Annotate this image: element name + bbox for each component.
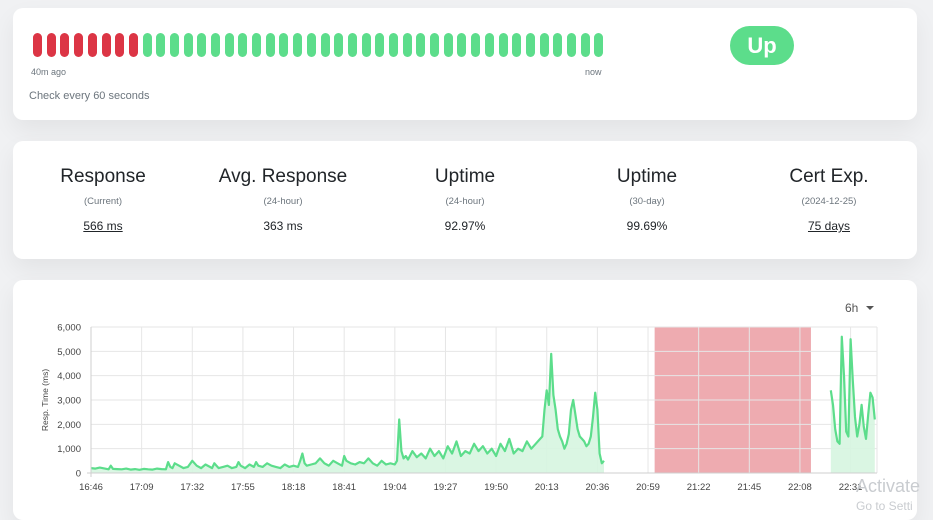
stat-subtitle: (30-day) xyxy=(629,196,665,207)
heartbeat-up[interactable] xyxy=(252,33,261,57)
x-tick-label: 17:09 xyxy=(130,482,154,493)
heartbeat-up[interactable] xyxy=(361,33,371,57)
heartbeat-up[interactable] xyxy=(525,33,535,57)
heartbeat-down[interactable] xyxy=(87,33,97,57)
y-tick-label: 1,000 xyxy=(57,444,81,455)
stat-value: 99.69% xyxy=(626,219,668,233)
heartbeat-down[interactable] xyxy=(60,33,70,57)
x-tick-label: 22:31 xyxy=(839,482,863,493)
x-tick-label: 20:13 xyxy=(535,482,559,493)
x-tick-label: 22:08 xyxy=(788,482,812,493)
x-tick-label: 18:18 xyxy=(282,482,306,493)
y-axis-label: Resp. Time (ms) xyxy=(40,369,50,432)
heartbeat-up[interactable] xyxy=(389,33,398,57)
y-tick-label: 6,000 xyxy=(57,323,81,334)
response-time-chart: 0 1,000 2,000 3,000 4,000 5,000 6,000 16:46 17:0… xyxy=(40,323,878,493)
heartbeat-down[interactable] xyxy=(46,33,56,57)
heartbeat-up[interactable] xyxy=(580,33,590,57)
stat-title: Uptime xyxy=(434,166,496,187)
heartbeat-up[interactable] xyxy=(238,33,248,57)
y-tick-label: 3,000 xyxy=(57,396,81,407)
heartbeat-up[interactable] xyxy=(156,33,166,57)
x-tick-label: 19:50 xyxy=(484,482,508,493)
heartbeat-label-start: 40m ago xyxy=(31,67,67,77)
stat-subtitle: (Current) xyxy=(83,196,122,207)
stat-title: Avg. Response xyxy=(218,166,348,187)
heartbeat-down[interactable] xyxy=(128,33,138,57)
y-tick-label: 2,000 xyxy=(57,420,81,431)
heartbeat-up[interactable] xyxy=(320,33,330,57)
heartbeat-up[interactable] xyxy=(183,33,193,57)
heartbeat-up[interactable] xyxy=(169,33,179,57)
stat-title: Response xyxy=(60,166,146,187)
heartbeat-up[interactable] xyxy=(279,33,289,57)
heartbeat-up[interactable] xyxy=(484,33,494,57)
heartbeat-label-end: now xyxy=(585,67,602,77)
x-tick-label: 19:27 xyxy=(434,482,458,493)
series-line xyxy=(829,335,876,445)
heartbeat-up[interactable] xyxy=(334,33,344,57)
y-tick-label: 5,000 xyxy=(57,347,81,358)
x-tick-label: 20:36 xyxy=(585,482,609,493)
heartbeat-up[interactable] xyxy=(566,33,576,57)
heartbeat-up[interactable] xyxy=(498,33,508,57)
heartbeat-up[interactable] xyxy=(443,33,453,57)
heartbeat-up[interactable] xyxy=(211,33,220,57)
stat-value: 92.97% xyxy=(444,219,486,233)
stat-subtitle: (2024-12-25) xyxy=(801,196,857,207)
heartbeat-card: 40m ago now Check every 60 seconds Up xyxy=(13,8,917,120)
heartbeat-bar xyxy=(33,33,608,57)
y-tick-label: 4,000 xyxy=(57,371,81,382)
stat-subtitle: (24-hour) xyxy=(445,196,485,207)
x-tick-label: 18:41 xyxy=(332,482,356,493)
heartbeat-up[interactable] xyxy=(457,33,467,57)
heartbeat-down[interactable] xyxy=(74,33,84,57)
x-tick-label: 16:46 xyxy=(79,482,103,493)
stat-subtitle: (24-hour) xyxy=(263,196,303,207)
x-tick-label: 17:55 xyxy=(231,482,255,493)
series-line xyxy=(90,352,605,471)
stat-title: Cert Exp. xyxy=(789,166,869,187)
heartbeat-up[interactable] xyxy=(416,33,426,57)
period-select-value: 6h xyxy=(845,301,859,315)
heartbeat-up[interactable] xyxy=(539,33,549,57)
period-select[interactable]: 6h xyxy=(845,301,875,315)
series-area xyxy=(91,353,604,473)
heartbeat-up[interactable] xyxy=(471,33,481,57)
check-interval-text: Check every 60 seconds xyxy=(29,90,150,102)
heartbeat-up[interactable] xyxy=(142,33,152,57)
x-tick-label: 20:59 xyxy=(636,482,660,493)
chart-card: 6h 0 1,000 2,000 3,000 4,000 5,000 6,000 16:46 1… xyxy=(13,280,917,520)
heartbeat-up[interactable] xyxy=(265,33,275,57)
heartbeat-up[interactable] xyxy=(375,33,385,57)
stat-title: Uptime xyxy=(616,166,678,187)
heartbeat-up[interactable] xyxy=(293,33,303,57)
heartbeat-up[interactable] xyxy=(512,33,522,57)
heartbeat-up[interactable] xyxy=(402,33,412,57)
status-badge: Up xyxy=(730,26,794,65)
heartbeat-up[interactable] xyxy=(224,33,234,57)
heartbeat-up[interactable] xyxy=(347,33,357,57)
heartbeat-up[interactable] xyxy=(197,33,207,57)
x-tick-label: 21:45 xyxy=(737,482,761,493)
heartbeat-down[interactable] xyxy=(101,33,111,57)
stat-value-link[interactable]: 75 days xyxy=(807,219,851,233)
stats-card: Response (Current) 566 ms Avg. Response … xyxy=(13,141,917,259)
x-tick-label: 21:22 xyxy=(687,482,711,493)
x-tick-label: 17:32 xyxy=(180,482,204,493)
y-tick-label: 0 xyxy=(76,469,81,480)
heartbeat-up[interactable] xyxy=(306,33,316,57)
stat-value-link[interactable]: 566 ms xyxy=(83,219,123,233)
heartbeat-up[interactable] xyxy=(430,33,439,57)
heartbeat-down[interactable] xyxy=(33,33,42,57)
heartbeat-up[interactable] xyxy=(594,33,604,57)
heartbeat-down[interactable] xyxy=(115,33,125,57)
chevron-down-icon xyxy=(866,306,875,310)
stat-value: 363 ms xyxy=(263,219,303,233)
x-tick-label: 19:04 xyxy=(383,482,407,493)
heartbeat-up[interactable] xyxy=(553,33,563,57)
